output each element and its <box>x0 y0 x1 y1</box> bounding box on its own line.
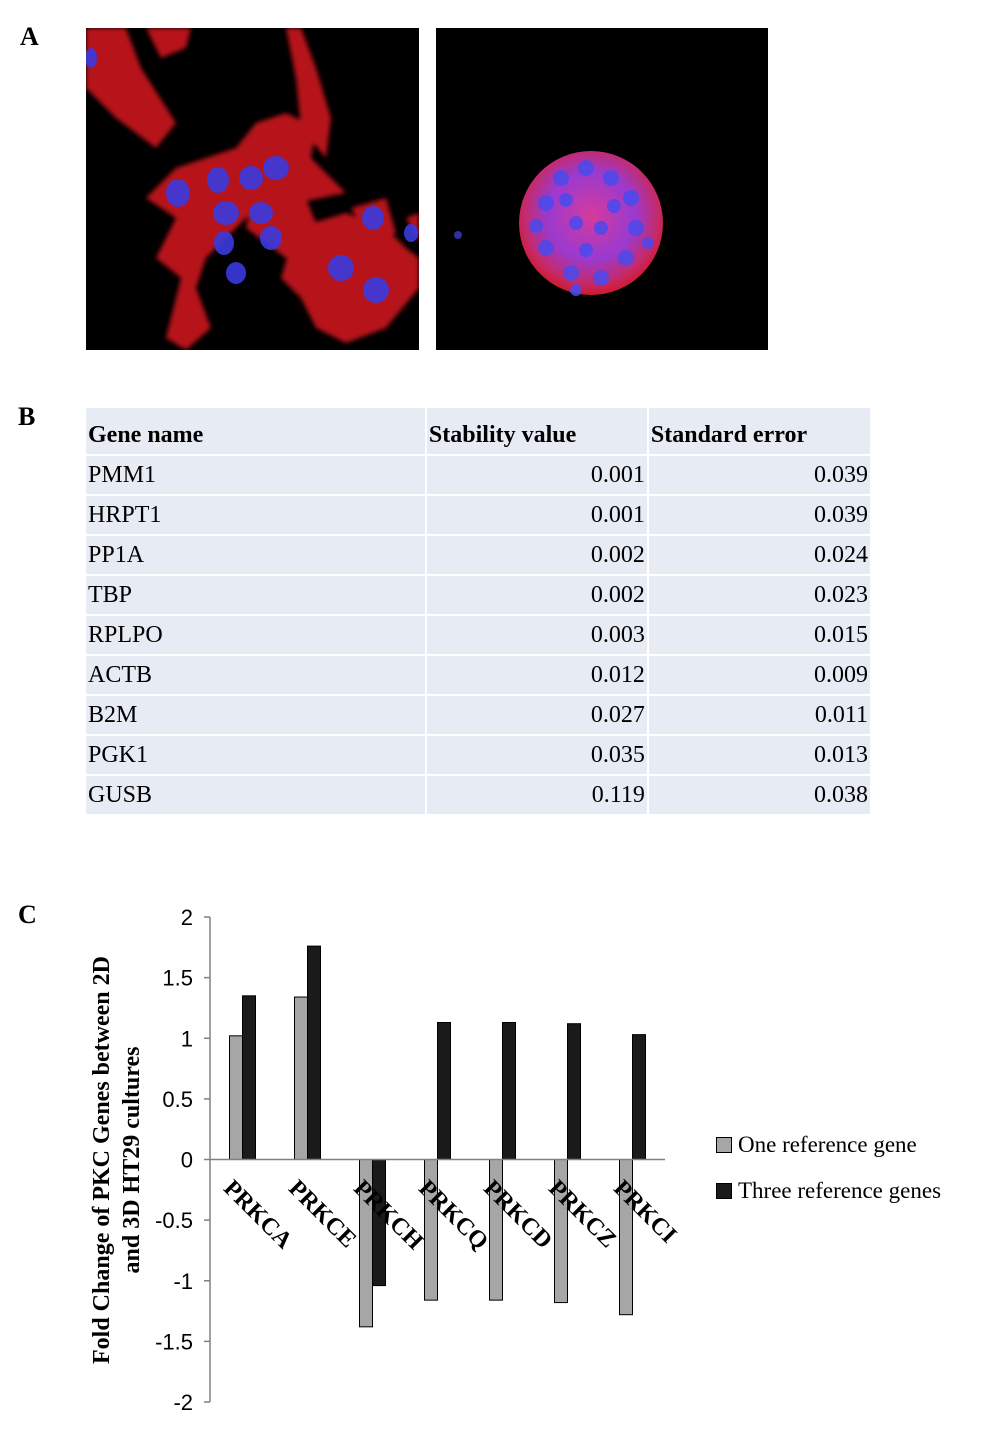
panel-label-a: A <box>20 22 39 51</box>
standard-error-cell: 0.024 <box>647 535 873 576</box>
stability-value-cell: 0.035 <box>425 735 649 776</box>
micrograph-2d-culture <box>86 28 419 350</box>
bar-one-reference-gene <box>229 1035 243 1160</box>
legend-swatch-three-reference-genes <box>716 1183 732 1199</box>
table-row: B2M 0.027 0.011 <box>86 695 873 736</box>
stability-value-cell: 0.001 <box>425 455 649 496</box>
y-tick-label: -1 <box>173 1269 193 1294</box>
stability-value-cell: 0.012 <box>425 655 649 696</box>
table-row: HRPT1 0.001 0.039 <box>86 495 873 536</box>
chart-legend: One reference gene Three reference genes <box>716 1122 941 1214</box>
standard-error-cell: 0.015 <box>647 615 873 656</box>
column-header-gene-name: Gene name <box>86 408 427 456</box>
gene-name-cell: B2M <box>86 695 427 736</box>
y-tick-label: -2 <box>173 1390 193 1415</box>
gene-name-cell: ACTB <box>86 655 427 696</box>
panel-label-c: C <box>18 900 37 929</box>
gene-name-cell: PMM1 <box>86 455 427 496</box>
bar-three-reference-genes <box>502 1021 516 1160</box>
bar-three-reference-genes <box>242 995 256 1160</box>
table-row: RPLPO 0.003 0.015 <box>86 615 873 656</box>
table-row: PP1A 0.002 0.024 <box>86 535 873 576</box>
gene-name-cell: TBP <box>86 575 427 616</box>
y-tick-label: 1 <box>181 1026 193 1051</box>
y-tick-label: 0.5 <box>162 1087 193 1112</box>
table-row: PGK1 0.035 0.013 <box>86 735 873 776</box>
table-row: ACTB 0.012 0.009 <box>86 655 873 696</box>
standard-error-cell: 0.023 <box>647 575 873 616</box>
stability-value-cell: 0.119 <box>425 775 649 816</box>
stability-value-cell: 0.027 <box>425 695 649 736</box>
y-tick-label: -1.5 <box>155 1329 193 1354</box>
table-row: TBP 0.002 0.023 <box>86 575 873 616</box>
column-header-standard-error: Standard error <box>647 408 873 456</box>
legend-item-three-reference-genes: Three reference genes <box>716 1168 941 1214</box>
gene-name-cell: PP1A <box>86 535 427 576</box>
y-tick-label: 1.5 <box>162 966 193 991</box>
stability-value-cell: 0.002 <box>425 575 649 616</box>
x-category-label: PRKCE <box>283 1175 361 1253</box>
bar-three-reference-genes <box>437 1021 451 1160</box>
legend-label-one-reference-gene: One reference gene <box>738 1132 917 1157</box>
panel-label-b: B <box>18 402 36 431</box>
bar-three-reference-genes <box>307 945 321 1160</box>
legend-swatch-one-reference-gene <box>716 1137 732 1153</box>
legend-item-one-reference-gene: One reference gene <box>716 1122 941 1168</box>
gene-name-cell: GUSB <box>86 775 427 816</box>
y-tick-label: 2 <box>181 905 193 930</box>
stability-value-cell: 0.001 <box>425 495 649 536</box>
bar-three-reference-genes <box>567 1023 581 1160</box>
standard-error-cell: 0.039 <box>647 495 873 536</box>
gene-name-cell: RPLPO <box>86 615 427 656</box>
x-category-label: PRKCA <box>218 1175 297 1254</box>
column-header-stability-value: Stability value <box>425 408 649 456</box>
standard-error-cell: 0.013 <box>647 735 873 776</box>
table-row: GUSB 0.119 0.038 <box>86 775 873 816</box>
gene-name-cell: PGK1 <box>86 735 427 776</box>
table-header-row: Gene name Stability value Standard error <box>86 408 873 456</box>
fold-change-bar-chart: 21.510.50-0.5-1-1.5-2PRKCAPRKCEPRKCHPRKC… <box>155 905 681 1415</box>
table-row: PMM1 0.001 0.039 <box>86 455 873 496</box>
y-tick-label: 0 <box>181 1148 193 1173</box>
stability-value-cell: 0.003 <box>425 615 649 656</box>
standard-error-cell: 0.038 <box>647 775 873 816</box>
y-tick-label: -0.5 <box>155 1208 193 1233</box>
bar-three-reference-genes <box>632 1034 646 1160</box>
micrograph-3d-spheroid <box>436 28 768 350</box>
legend-label-three-reference-genes: Three reference genes <box>738 1178 942 1203</box>
bar-one-reference-gene <box>294 996 308 1161</box>
standard-error-cell: 0.039 <box>647 455 873 496</box>
reference-gene-stability-table: Gene name Stability value Standard error… <box>86 408 873 816</box>
standard-error-cell: 0.011 <box>647 695 873 736</box>
stability-value-cell: 0.002 <box>425 535 649 576</box>
standard-error-cell: 0.009 <box>647 655 873 696</box>
gene-name-cell: HRPT1 <box>86 495 427 536</box>
